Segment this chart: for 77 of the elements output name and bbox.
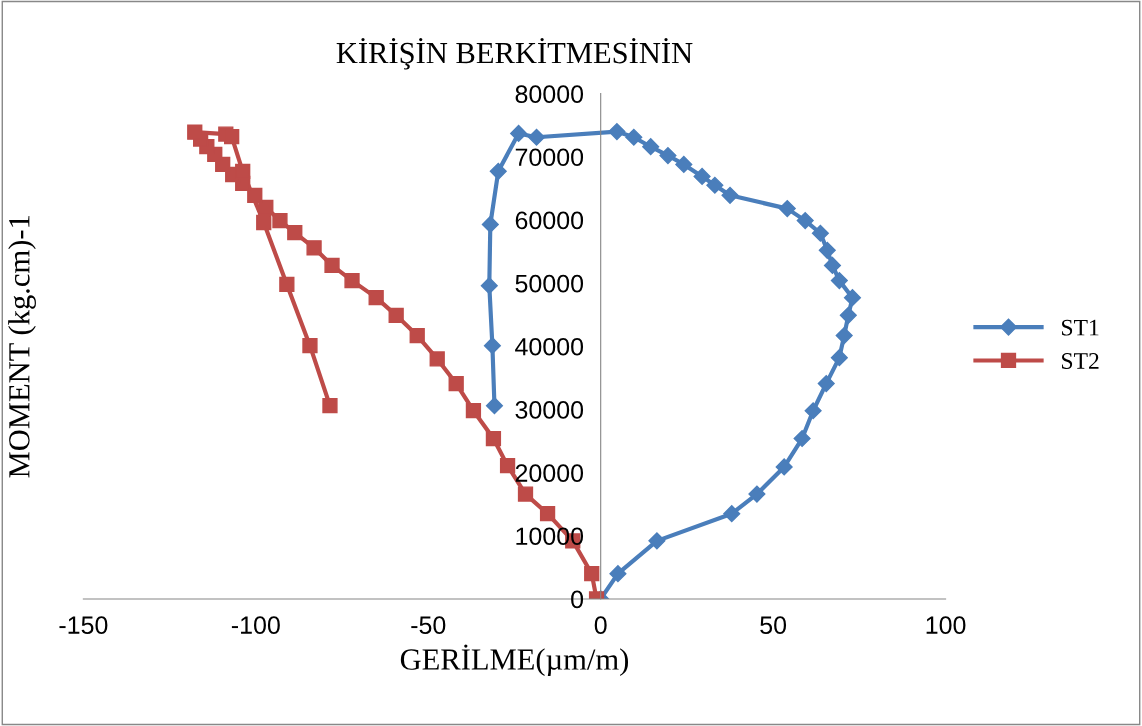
point [224,128,240,145]
point [187,124,203,140]
y-tick-label: 80000 [515,85,584,103]
point [818,241,836,259]
point [642,138,660,156]
point [830,349,848,367]
point [675,155,693,173]
point [843,289,862,307]
point [723,505,741,523]
point [608,122,626,141]
legend-label: ST2 [1062,353,1099,369]
point [539,506,556,522]
point [817,375,835,393]
point [830,272,848,290]
point [527,128,546,146]
point [804,402,822,420]
x-axis-title: GERİLME(µm/m) [400,644,629,677]
legend-label: ST1 [1062,319,1099,336]
point [306,240,322,256]
point [256,214,272,231]
point [247,187,263,203]
point [388,307,404,323]
point [625,128,643,146]
point [693,167,711,185]
point [835,327,853,345]
x-tick-label: 0 [594,616,607,634]
point [839,306,857,324]
point [510,124,528,142]
point [485,430,502,447]
y-tick-label: 0 [571,590,584,609]
y-tick-label: 70000 [515,148,584,167]
y-axis-title: MOMENT (kg.cm)-1 [8,216,36,478]
point [778,200,796,218]
point [485,397,504,415]
point [609,565,627,583]
y-tick-label: 20000 [515,464,584,482]
y-tick-label: 30000 [515,401,584,419]
x-tick-label: -150 [59,616,108,634]
point [648,532,666,550]
point [324,257,340,274]
point [429,351,445,367]
point [344,272,360,289]
x-tick-label: 100 [926,616,966,634]
point [302,338,318,354]
point [272,212,288,229]
x-tick-label: 50 [760,616,787,634]
point [775,458,793,476]
point [584,566,600,582]
point [480,277,498,295]
chart-title: KİRİŞİN BERKİTMESİNİN [336,37,693,70]
point [287,224,303,241]
point [706,176,724,194]
point [465,403,482,419]
point [796,212,814,230]
point [793,429,811,448]
point [258,199,274,215]
x-tick-label: -100 [231,616,280,634]
point [659,147,677,165]
y-tick-label: 40000 [515,337,584,356]
point [368,290,384,306]
point [409,327,425,344]
point [279,276,295,293]
point [322,398,338,414]
point [481,215,499,233]
point [748,485,766,503]
point [235,163,251,179]
point [823,256,842,275]
point [721,186,739,204]
x-tick-label: -50 [411,616,446,634]
point [517,486,534,502]
point [489,162,507,180]
point [811,224,829,242]
point [483,337,501,355]
point [448,375,464,392]
y-tick-label: 50000 [515,274,584,293]
y-tick-label: 60000 [515,211,584,230]
point [499,458,516,474]
